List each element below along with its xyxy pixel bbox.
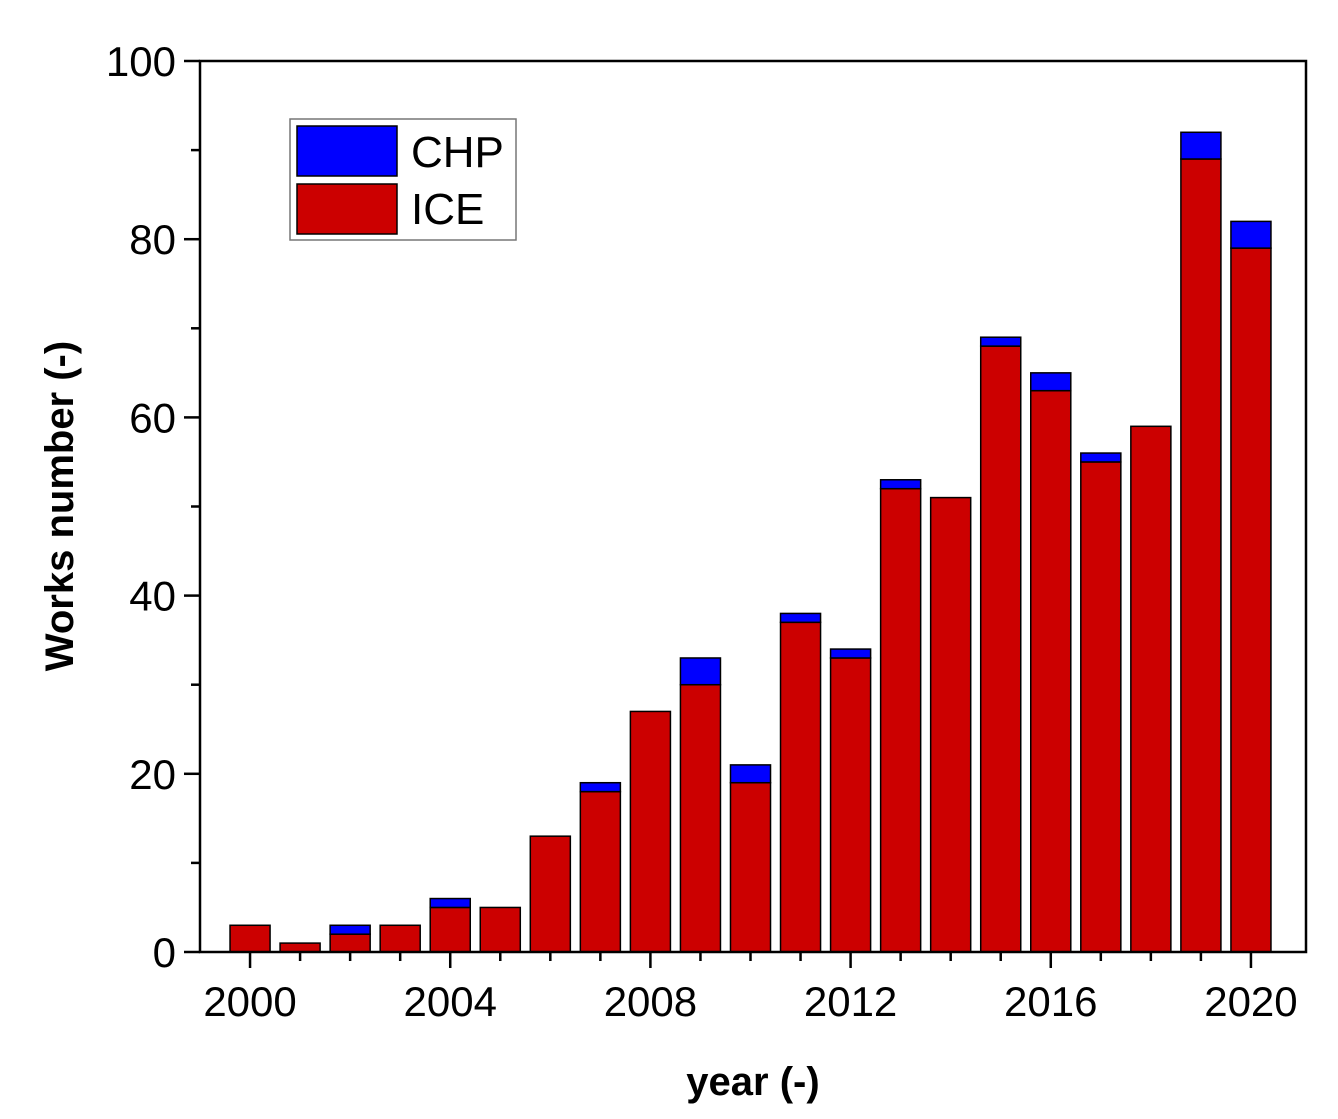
bar-ice-2013 [879,487,922,953]
bar-ice-2008 [629,710,672,953]
legend-label-chp: CHP [411,128,504,177]
bar-chp-2007 [579,781,622,793]
y-tick-label-80: 80 [129,216,176,263]
bar-ice-2006 [529,835,572,953]
x-tick-label-2000: 2000 [203,978,296,1025]
y-tick-label-100: 100 [106,38,176,85]
bar-ice-2015 [979,345,1022,953]
bar-chp-2017 [1080,452,1122,463]
y-tick-label-20: 20 [129,751,176,798]
bar-ice-2003 [379,924,421,953]
bar-ice-2018 [1130,425,1172,953]
bar-ice-2005 [479,906,522,953]
x-tick-label-2012: 2012 [804,978,897,1025]
bar-chp-2013 [879,479,922,490]
bar-chp-2010 [729,764,772,784]
bar-ice-2017 [1080,461,1122,953]
bars-layer [229,131,1272,953]
y-tick-label-0: 0 [153,929,176,976]
bar-ice-2010 [729,781,772,953]
bar-ice-2001 [279,942,321,953]
y-tick-label-40: 40 [129,573,176,620]
bar-chp-2002 [329,924,371,935]
bar-ice-2011 [779,621,822,953]
x-axis-title: year (-) [686,1060,819,1104]
bar-ice-2020 [1230,247,1272,953]
bar-ice-2014 [929,496,972,953]
bar-chp-2019 [1180,131,1222,160]
bar-ice-2012 [829,657,872,953]
bar-chp-2011 [779,612,822,624]
legend-swatch-chp [296,125,398,177]
legend: CHP ICE [289,118,517,241]
bar-chp-2015 [979,336,1022,347]
y-axis-title: Works number (-) [38,341,82,671]
legend-label-ice: ICE [411,185,484,234]
bar-chp-2004 [429,897,471,909]
x-axis: 2000 2004 2008 2012 2016 2020 [203,952,1298,1025]
bar-ice-2009 [679,683,722,953]
x-tick-label-2004: 2004 [404,978,497,1025]
bar-ice-2016 [1030,389,1072,953]
bar-ice-2002 [329,933,371,953]
y-tick-label-60: 60 [129,394,176,441]
y-axis: 0 20 40 60 80 100 [106,38,200,976]
bar-chp-2020 [1230,220,1272,249]
bar-ice-2019 [1180,158,1222,953]
x-tick-label-2008: 2008 [604,978,697,1025]
bar-chp-2012 [829,648,872,659]
bar-ice-2007 [579,790,622,953]
bar-ice-2004 [429,906,471,953]
x-tick-label-2016: 2016 [1004,978,1097,1025]
bar-chp-2016 [1030,372,1072,392]
x-tick-label-2020: 2020 [1204,978,1297,1025]
bar-chp-2009 [679,657,722,686]
legend-swatch-ice [296,183,398,235]
bar-ice-2000 [229,924,271,953]
